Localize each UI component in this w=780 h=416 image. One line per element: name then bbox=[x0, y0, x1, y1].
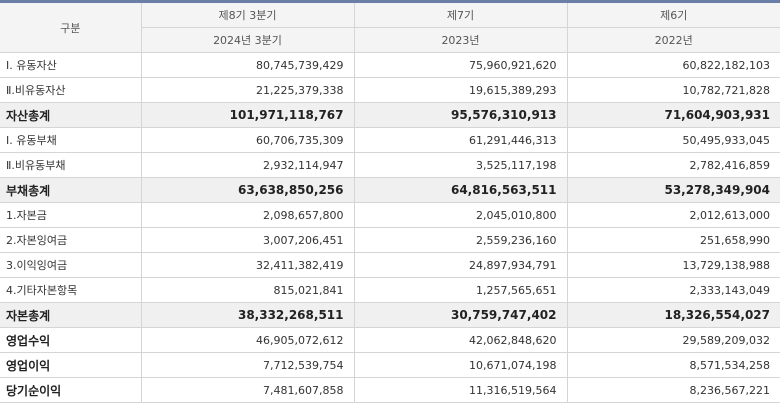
row-value: 101,971,118,767 bbox=[140, 102, 355, 128]
row-value: 2,333,143,049 bbox=[566, 277, 780, 303]
row-value: 8,571,534,258 bbox=[566, 352, 780, 378]
table-row: 2.자본잉여금 3,007,206,451 2,559,236,160 251,658… bbox=[0, 227, 780, 253]
row-value: 60,706,735,309 bbox=[140, 127, 355, 153]
row-label: 부채총계 bbox=[0, 177, 142, 203]
row-label: 4.기타자본항목 bbox=[0, 277, 142, 303]
header-year: 2024년 3분기 bbox=[141, 27, 355, 53]
row-value: 251,658,990 bbox=[566, 227, 780, 253]
row-value: 7,712,539,754 bbox=[140, 352, 355, 378]
table-row: 1.자본금 2,098,657,800 2,045,010,800 2,012,613… bbox=[0, 202, 780, 228]
row-value: 75,960,921,620 bbox=[353, 52, 568, 78]
row-value: 64,816,563,511 bbox=[353, 177, 568, 203]
row-value: 8,236,567,221 bbox=[566, 377, 780, 403]
row-value: 2,782,416,859 bbox=[566, 152, 780, 178]
row-label: 1.자본금 bbox=[0, 202, 142, 228]
table-row: 영업이익 7,712,539,754 10,671,074,198 8,571,534… bbox=[0, 352, 780, 378]
row-label: 자본총계 bbox=[0, 302, 142, 328]
table-row: 당기순이익 7,481,607,858 11,316,519,564 8,236,56… bbox=[0, 377, 780, 403]
row-value: 2,932,114,947 bbox=[140, 152, 355, 178]
row-value: 50,495,933,045 bbox=[566, 127, 780, 153]
row-label: 2.자본잉여금 bbox=[0, 227, 142, 253]
row-label: 3.이익잉여금 bbox=[0, 252, 142, 278]
table-row: 4.기타자본항목 815,021,841 1,257,565,651 2,333,14… bbox=[0, 277, 780, 303]
header-year: 2022년 bbox=[566, 27, 780, 53]
row-label: 자산총계 bbox=[0, 102, 142, 128]
row-value: 46,905,072,612 bbox=[140, 327, 355, 353]
row-value: 80,745,739,429 bbox=[140, 52, 355, 78]
row-value: 95,576,310,913 bbox=[353, 102, 568, 128]
row-value: 38,332,268,511 bbox=[140, 302, 355, 328]
header-year: 2023년 bbox=[353, 27, 568, 53]
row-value: 18,326,554,027 bbox=[566, 302, 780, 328]
table-row: Ⅱ.비유동부채 2,932,114,947 3,525,117,198 2,782,4… bbox=[0, 152, 780, 178]
row-label: Ⅱ.비유동부채 bbox=[0, 152, 142, 178]
row-value: 815,021,841 bbox=[140, 277, 355, 303]
row-value: 3,007,206,451 bbox=[140, 227, 355, 253]
row-value: 1,257,565,651 bbox=[353, 277, 568, 303]
row-value: 21,225,379,338 bbox=[140, 77, 355, 103]
row-label: Ⅱ.비유동자산 bbox=[0, 77, 142, 103]
table-row: Ⅰ. 유동자산 80,745,739,429 75,960,921,620 60,82… bbox=[0, 52, 780, 78]
row-value: 2,045,010,800 bbox=[353, 202, 568, 228]
row-label: 영업수익 bbox=[0, 327, 142, 353]
row-value: 19,615,389,293 bbox=[353, 77, 568, 103]
row-label: Ⅰ. 유동자산 bbox=[0, 52, 142, 78]
row-value: 71,604,903,931 bbox=[566, 102, 780, 128]
row-label: 영업이익 bbox=[0, 352, 142, 378]
table-row: 영업수익 46,905,072,612 42,062,848,620 29,589,2… bbox=[0, 327, 780, 353]
row-value: 63,638,850,256 bbox=[140, 177, 355, 203]
row-value: 32,411,382,419 bbox=[140, 252, 355, 278]
financial-summary-table: 구분 제8기 3분기 제7기 제6기 2024년 3분기 2023년 2022년… bbox=[0, 3, 780, 403]
row-value: 42,062,848,620 bbox=[353, 327, 568, 353]
table-row: 3.이익잉여금 32,411,382,419 24,897,934,791 13,72… bbox=[0, 252, 780, 278]
row-value: 61,291,446,313 bbox=[353, 127, 568, 153]
header-period: 제6기 bbox=[566, 3, 780, 28]
table-row: Ⅱ.비유동자산 21,225,379,338 19,615,389,293 10,78… bbox=[0, 77, 780, 103]
row-value: 2,559,236,160 bbox=[353, 227, 568, 253]
row-label: 당기순이익 bbox=[0, 377, 142, 403]
row-value: 10,782,721,828 bbox=[566, 77, 780, 103]
row-value: 11,316,519,564 bbox=[353, 377, 568, 403]
row-value: 10,671,074,198 bbox=[353, 352, 568, 378]
table-row: 자본총계 38,332,268,511 30,759,747,402 18,326,5… bbox=[0, 302, 780, 328]
header-period: 제8기 3분기 bbox=[140, 3, 355, 28]
header-period: 제7기 bbox=[353, 3, 568, 28]
row-label: Ⅰ. 유동부채 bbox=[0, 127, 142, 153]
row-value: 60,822,182,103 bbox=[566, 52, 780, 78]
row-value: 3,525,117,198 bbox=[353, 152, 568, 178]
table-row: 부채총계 63,638,850,256 64,816,563,511 53,278,3… bbox=[0, 177, 780, 203]
header-category: 구분 bbox=[0, 3, 142, 53]
row-value: 53,278,349,904 bbox=[566, 177, 780, 203]
row-value: 24,897,934,791 bbox=[353, 252, 568, 278]
row-value: 30,759,747,402 bbox=[353, 302, 568, 328]
row-value: 2,098,657,800 bbox=[140, 202, 355, 228]
row-value: 2,012,613,000 bbox=[566, 202, 780, 228]
table-row: Ⅰ. 유동부채 60,706,735,309 61,291,446,313 50,49… bbox=[0, 127, 780, 153]
table-row: 자산총계 101,971,118,767 95,576,310,913 71,604,… bbox=[0, 102, 780, 128]
row-value: 29,589,209,032 bbox=[566, 327, 780, 353]
header-row-periods: 구분 제8기 3분기 제7기 제6기 bbox=[0, 3, 780, 53]
row-value: 7,481,607,858 bbox=[140, 377, 355, 403]
row-value: 13,729,138,988 bbox=[566, 252, 780, 278]
